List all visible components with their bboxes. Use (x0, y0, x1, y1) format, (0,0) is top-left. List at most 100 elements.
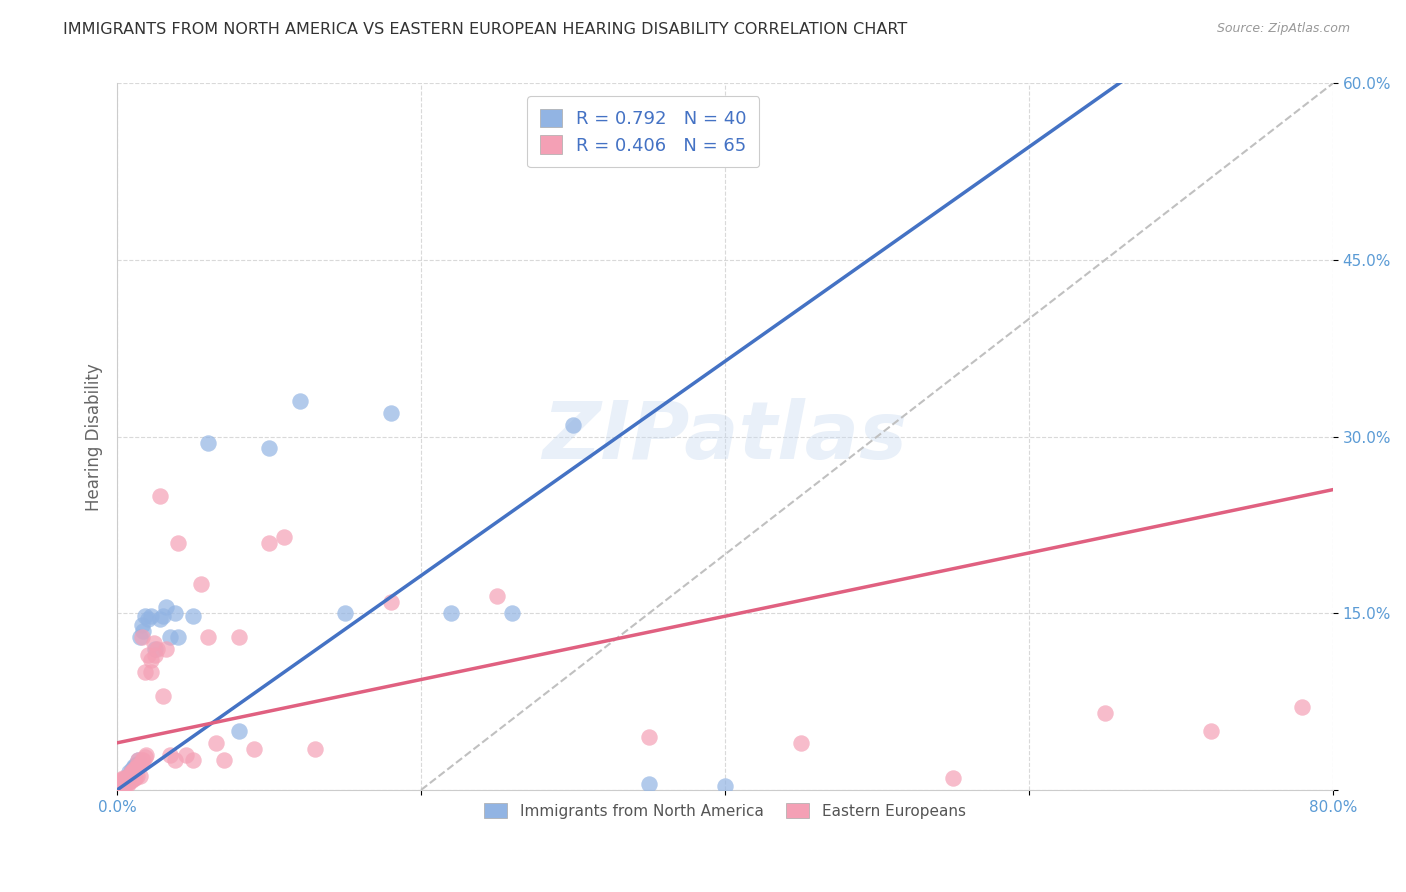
Point (333, 607, 356, 621)
Y-axis label: Hearing Disability: Hearing Disability (86, 363, 103, 510)
Point (135, 747, 157, 762)
Point (562, 417, 585, 432)
Point (125, 769, 148, 783)
Point (638, 777, 661, 791)
Point (131, 630, 153, 644)
Point (380, 406, 402, 420)
Point (117, 777, 139, 791)
Point (118, 769, 141, 783)
Point (124, 762, 146, 776)
Point (149, 489, 172, 503)
Point (107, 777, 129, 791)
Point (115, 777, 138, 791)
Point (124, 771, 146, 785)
Point (110, 773, 132, 788)
Point (124, 759, 146, 773)
Point (139, 608, 162, 623)
Text: ZIPatlas: ZIPatlas (543, 398, 907, 475)
Point (149, 612, 172, 626)
Point (121, 762, 143, 776)
Point (131, 754, 153, 768)
Point (112, 771, 135, 785)
Point (790, 736, 813, 750)
Point (110, 777, 132, 791)
Point (205, 736, 228, 750)
Point (155, 600, 177, 615)
Text: IMMIGRANTS FROM NORTH AMERICA VS EASTERN EUROPEAN HEARING DISABILITY CORRELATION: IMMIGRANTS FROM NORTH AMERICA VS EASTERN… (63, 22, 907, 37)
Point (122, 771, 145, 785)
Point (174, 747, 197, 762)
Point (115, 771, 138, 785)
Point (117, 771, 139, 785)
Point (111, 773, 134, 788)
Point (122, 759, 145, 773)
Point (155, 641, 177, 656)
Point (181, 608, 204, 623)
Point (118, 765, 141, 780)
Point (714, 780, 737, 794)
Point (112, 777, 135, 791)
Point (129, 769, 152, 783)
Point (228, 630, 250, 644)
Legend: Immigrants from North America, Eastern Europeans: Immigrants from North America, Eastern E… (478, 797, 972, 825)
Point (440, 607, 463, 621)
Point (136, 612, 159, 626)
Point (110, 780, 132, 794)
Point (127, 754, 149, 768)
Point (120, 765, 142, 780)
Point (120, 765, 142, 780)
Point (121, 765, 143, 780)
Point (131, 618, 153, 632)
Point (125, 757, 148, 772)
Point (273, 530, 295, 544)
Point (167, 535, 190, 549)
Point (118, 774, 141, 789)
Point (1094, 706, 1116, 721)
Point (304, 741, 326, 756)
Point (243, 741, 266, 756)
Point (197, 435, 219, 450)
Point (111, 777, 134, 791)
Point (139, 665, 162, 680)
Point (134, 750, 156, 764)
Point (125, 759, 148, 773)
Point (942, 771, 965, 785)
Point (134, 665, 156, 680)
Point (486, 589, 509, 603)
Point (136, 648, 159, 662)
Point (122, 762, 145, 776)
Point (143, 641, 166, 656)
Point (288, 394, 311, 409)
Point (152, 689, 174, 703)
Point (212, 754, 235, 768)
Point (228, 724, 250, 739)
Point (143, 648, 166, 662)
Point (181, 754, 204, 768)
Point (501, 607, 523, 621)
Point (132, 754, 155, 768)
Point (111, 777, 134, 791)
Point (142, 636, 165, 650)
Point (145, 641, 167, 656)
Point (197, 630, 219, 644)
Point (129, 757, 152, 772)
Point (638, 730, 661, 744)
Point (134, 608, 156, 623)
Point (380, 594, 402, 608)
Point (121, 773, 143, 788)
Point (120, 773, 142, 788)
Point (129, 630, 152, 644)
Point (159, 747, 181, 762)
Point (114, 774, 136, 789)
Point (163, 754, 186, 768)
Point (115, 773, 138, 788)
Text: Source: ZipAtlas.com: Source: ZipAtlas.com (1216, 22, 1350, 36)
Point (152, 608, 174, 623)
Point (1199, 724, 1222, 739)
Point (118, 769, 141, 783)
Point (159, 630, 181, 644)
Point (167, 630, 190, 644)
Point (139, 653, 162, 667)
Point (163, 607, 186, 621)
Point (117, 771, 139, 785)
